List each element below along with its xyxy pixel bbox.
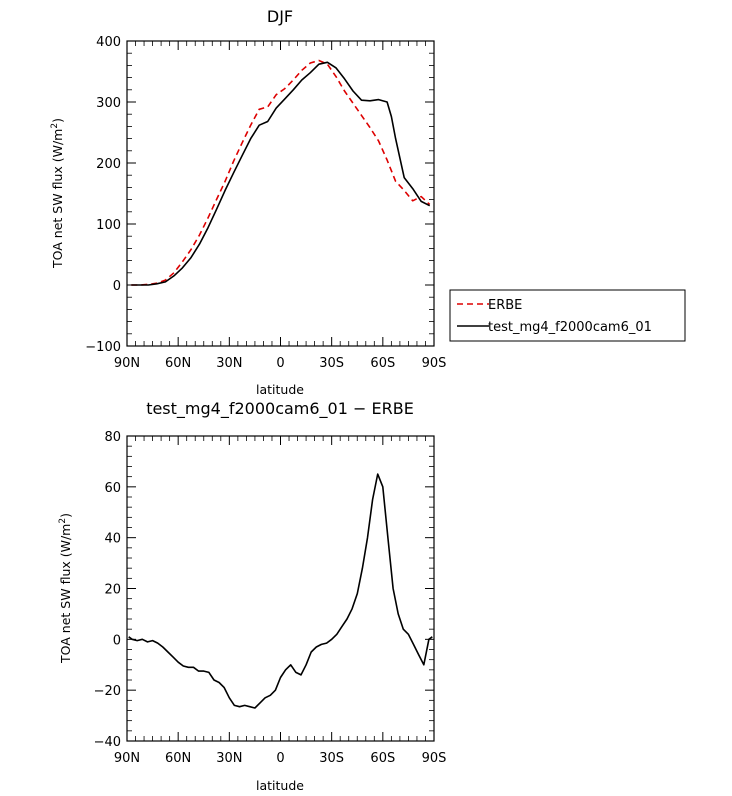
bottom-x-ticks: 90N 60N 30N 0 30S 60S 90S xyxy=(114,436,447,766)
top-xtick-label: 0 xyxy=(276,356,284,371)
top-x-ticks: 90N 60N 30N 0 30S 60S 90S xyxy=(114,41,447,371)
bottom-ytick-label: 60 xyxy=(104,481,121,496)
legend-model-label: test_mg4_f2000cam6_01 xyxy=(488,320,652,335)
top-ytick-label: −100 xyxy=(85,340,121,355)
top-xtick-label: 90N xyxy=(114,356,140,371)
legend-box xyxy=(449,289,686,342)
bottom-xtick-label: 30S xyxy=(319,751,344,766)
top-y-ticks: −100 0 100 200 300 400 xyxy=(85,35,434,355)
bottom-xtick-label: 60S xyxy=(370,751,395,766)
top-series-line-0 xyxy=(131,59,431,286)
bottom-series-line-0 xyxy=(128,473,433,709)
bottom-xtick-label: 60N xyxy=(165,751,191,766)
bottom-y-axis-label: TOA net SW flux (W/m2) xyxy=(58,513,73,664)
bottom-ytick-label: 20 xyxy=(104,583,121,598)
top-xtick-label: 30N xyxy=(216,356,242,371)
top-ytick-label: 400 xyxy=(96,35,121,50)
bottom-xtick-label: 30N xyxy=(216,751,242,766)
bottom-ytick-label: −20 xyxy=(94,684,121,699)
top-ytick-label: 100 xyxy=(96,218,121,233)
legend: ERBE test_mg4_f2000cam6_01 xyxy=(449,289,686,342)
top-xtick-label: 60S xyxy=(370,356,395,371)
bottom-xtick-label: 90S xyxy=(422,751,447,766)
bottom-plot-frame xyxy=(126,435,435,742)
bottom-chart-title: test_mg4_f2000cam6_01 − ERBE xyxy=(146,399,414,419)
bottom-x-axis-label: latitude xyxy=(256,778,304,793)
bottom-chart: test_mg4_f2000cam6_01 − ERBE −40 −20 0 20 40… xyxy=(58,399,446,793)
top-series-line-1 xyxy=(131,61,431,286)
bottom-ytick-label: 80 xyxy=(104,430,121,445)
bottom-series-group xyxy=(128,473,433,709)
bottom-ytick-label: 40 xyxy=(104,532,121,547)
top-ytick-label: 200 xyxy=(96,157,121,172)
top-y-axis-label: TOA net SW flux (W/m2) xyxy=(50,118,65,269)
legend-erbe-label: ERBE xyxy=(488,298,522,313)
top-xtick-label: 60N xyxy=(165,356,191,371)
top-plot-frame xyxy=(126,40,435,347)
top-ytick-label: 0 xyxy=(113,279,121,294)
top-ytick-label: 300 xyxy=(96,96,121,111)
bottom-ytick-label: 0 xyxy=(113,633,121,648)
bottom-xtick-label: 0 xyxy=(276,751,284,766)
top-series-group xyxy=(131,59,431,286)
bottom-ytick-label: −40 xyxy=(94,735,121,750)
top-xtick-label: 30S xyxy=(319,356,344,371)
bottom-y-ticks: −40 −20 0 20 40 60 80 xyxy=(94,430,434,750)
top-x-axis-label: latitude xyxy=(256,382,304,397)
top-xtick-label: 90S xyxy=(422,356,447,371)
top-chart-title: DJF xyxy=(267,7,293,26)
bottom-xtick-label: 90N xyxy=(114,751,140,766)
